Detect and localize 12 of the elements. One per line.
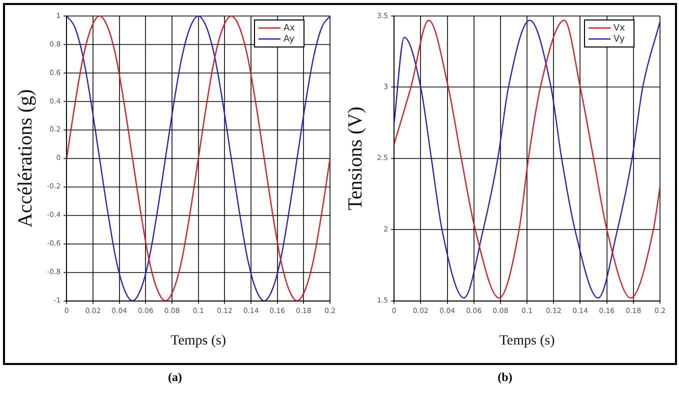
legend-label: Ay	[284, 34, 296, 44]
legend-label: Ax	[284, 23, 296, 34]
y-axis-title: Tensions (V)	[344, 106, 366, 210]
legend-label: Vx	[614, 23, 626, 34]
line-series	[66, 16, 330, 301]
x-axis-title: Temps (s)	[170, 333, 226, 348]
x-axis-title: Temps (s)	[499, 333, 556, 348]
legend-label: Vy	[614, 34, 626, 44]
line-series	[394, 20, 660, 299]
text: (b)	[496, 370, 514, 385]
y-axis-title: Accélérations (g)	[14, 89, 36, 228]
text: (a)	[167, 370, 183, 385]
